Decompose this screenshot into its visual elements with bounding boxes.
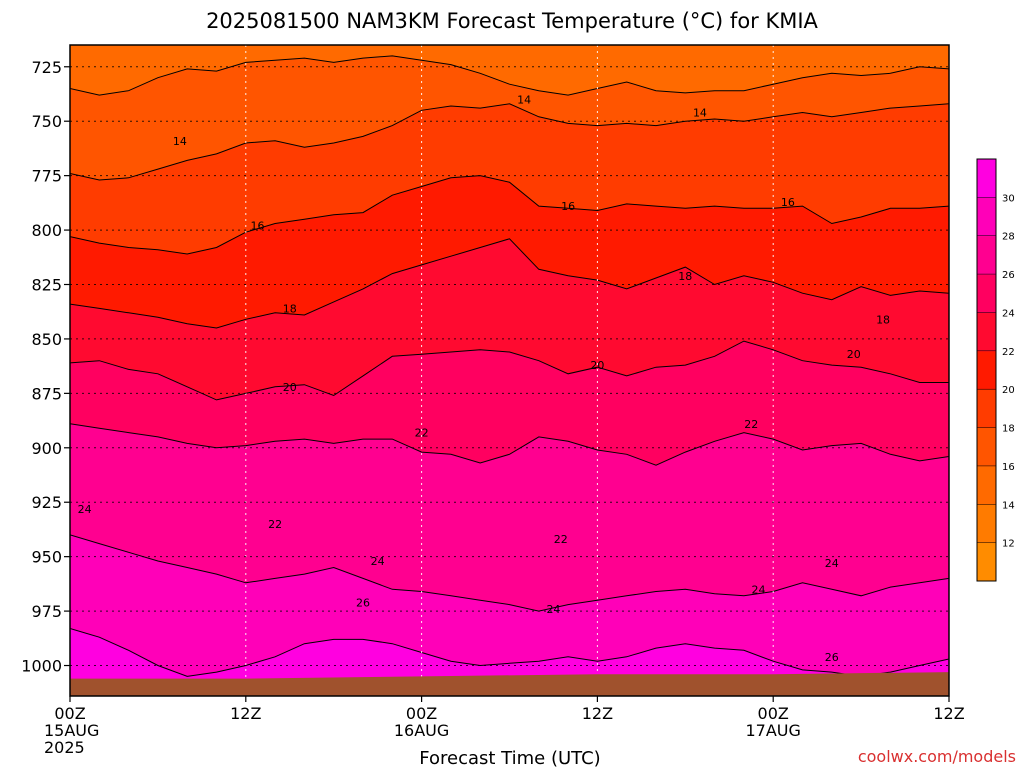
y-tick-label: 875 [31, 384, 62, 403]
y-tick-label: 800 [31, 221, 62, 240]
colorbar-segment [977, 312, 996, 352]
contour-label: 24 [371, 555, 385, 568]
contour-label: 18 [283, 302, 297, 315]
terrain-surface [70, 672, 949, 696]
y-tick-label: 900 [31, 439, 62, 458]
y-tick-label: 725 [31, 58, 62, 77]
isotherm-20 [70, 238, 949, 329]
colorbar-tick-label: 12 [1002, 539, 1015, 550]
colorbar-tick-label: 24 [1002, 308, 1015, 319]
contour-label: 18 [876, 313, 890, 326]
y-tick-label: 975 [31, 602, 62, 621]
contour-label: 20 [847, 348, 861, 361]
colorbar-tick-label: 30 [1002, 193, 1015, 204]
contour-label: 26 [356, 596, 370, 609]
colorbar-tick-label: 22 [1002, 347, 1015, 358]
y-tick-label: 925 [31, 493, 62, 512]
colorbar-tick-label: 14 [1002, 500, 1015, 511]
contour-label: 24 [752, 583, 766, 596]
colorbar-segment [977, 235, 996, 275]
x-tick-label: 00Z [758, 704, 789, 723]
contour-label: 22 [554, 533, 568, 546]
x-tick-label: 17AUG [745, 721, 800, 740]
colorbar-segment [977, 542, 996, 582]
contour-label: 18 [678, 270, 692, 283]
contour-label: 24 [546, 603, 560, 616]
colorbar-border [976, 158, 997, 582]
colorbar-segment [977, 389, 996, 429]
colorbar-segment [977, 197, 996, 237]
contour-label: 20 [590, 359, 604, 372]
plot-area: 14 14 14 16 16 16 18 18 18 20 20 20 22 22 22 22 24 24 24 24… [70, 45, 949, 696]
colorbar-tick-label: 18 [1002, 424, 1015, 435]
colorbar-segment [977, 274, 996, 313]
colorbar-segment [977, 159, 996, 198]
x-tick-label: 16AUG [394, 721, 449, 740]
colorbar-segment [977, 350, 996, 390]
colorbar-segment [977, 427, 996, 467]
credit-link[interactable]: coolwx.com/models [858, 747, 1016, 766]
x-axis-label: Forecast Time (UTC) [419, 748, 600, 768]
x-tick-label: 2025 [44, 738, 85, 757]
y-tick-label: 775 [31, 167, 62, 186]
y-tick-label: 750 [31, 112, 62, 131]
isotherm-14 [70, 55, 949, 96]
y-tick-label: 850 [31, 330, 62, 349]
isotherm-26 [70, 534, 949, 612]
axes: 725 750 775 800 825 850 875 900 925 950 975 1000 00Z… [21, 58, 964, 757]
contour-label: 14 [173, 135, 187, 148]
isotherm-28 [70, 628, 949, 677]
contour-label: 22 [268, 518, 282, 531]
contour-label: 24 [825, 557, 839, 570]
x-tick-label: 00Z [406, 704, 437, 723]
contour-label: 20 [283, 381, 297, 394]
contour-label: 16 [561, 200, 575, 213]
colorbar-tick-label: 20 [1002, 385, 1015, 396]
x-tick-label: 12Z [933, 704, 964, 723]
y-tick-label: 825 [31, 275, 62, 294]
contour-label: 14 [517, 93, 531, 106]
contour-label: 22 [415, 427, 429, 440]
isotherm-16 [70, 103, 949, 181]
plot-border [69, 44, 950, 697]
colorbar-segment [977, 504, 996, 544]
contour-label: 14 [693, 106, 707, 119]
y-tick-label: 950 [31, 548, 62, 567]
colorbar-segment [977, 465, 996, 505]
x-tick-label: 15AUG [44, 721, 99, 740]
colorbar-tick-label: 28 [1002, 232, 1015, 243]
contour-label: 22 [744, 418, 758, 431]
x-tick-label: 12Z [582, 704, 613, 723]
isotherm-18 [70, 175, 949, 255]
contour-label: 24 [78, 503, 92, 516]
contour-label: 26 [825, 651, 839, 664]
x-tick-label: 00Z [54, 704, 85, 723]
colorbar: 12 14 16 18 20 22 24 26 28 30 [976, 158, 1015, 582]
isotherm-24 [70, 423, 949, 466]
isotherm-22 [70, 340, 949, 401]
contour-label: 16 [781, 196, 795, 209]
plot-frame [69, 44, 950, 697]
colorbar-tick-label: 26 [1002, 270, 1015, 281]
contour-label: 16 [251, 220, 265, 233]
colorbar-tick-label: 16 [1002, 462, 1015, 473]
x-tick-label: 12Z [230, 704, 261, 723]
y-tick-label: 1000 [21, 657, 62, 676]
chart-title: 2025081500 NAM3KM Forecast Temperature (… [206, 9, 818, 33]
